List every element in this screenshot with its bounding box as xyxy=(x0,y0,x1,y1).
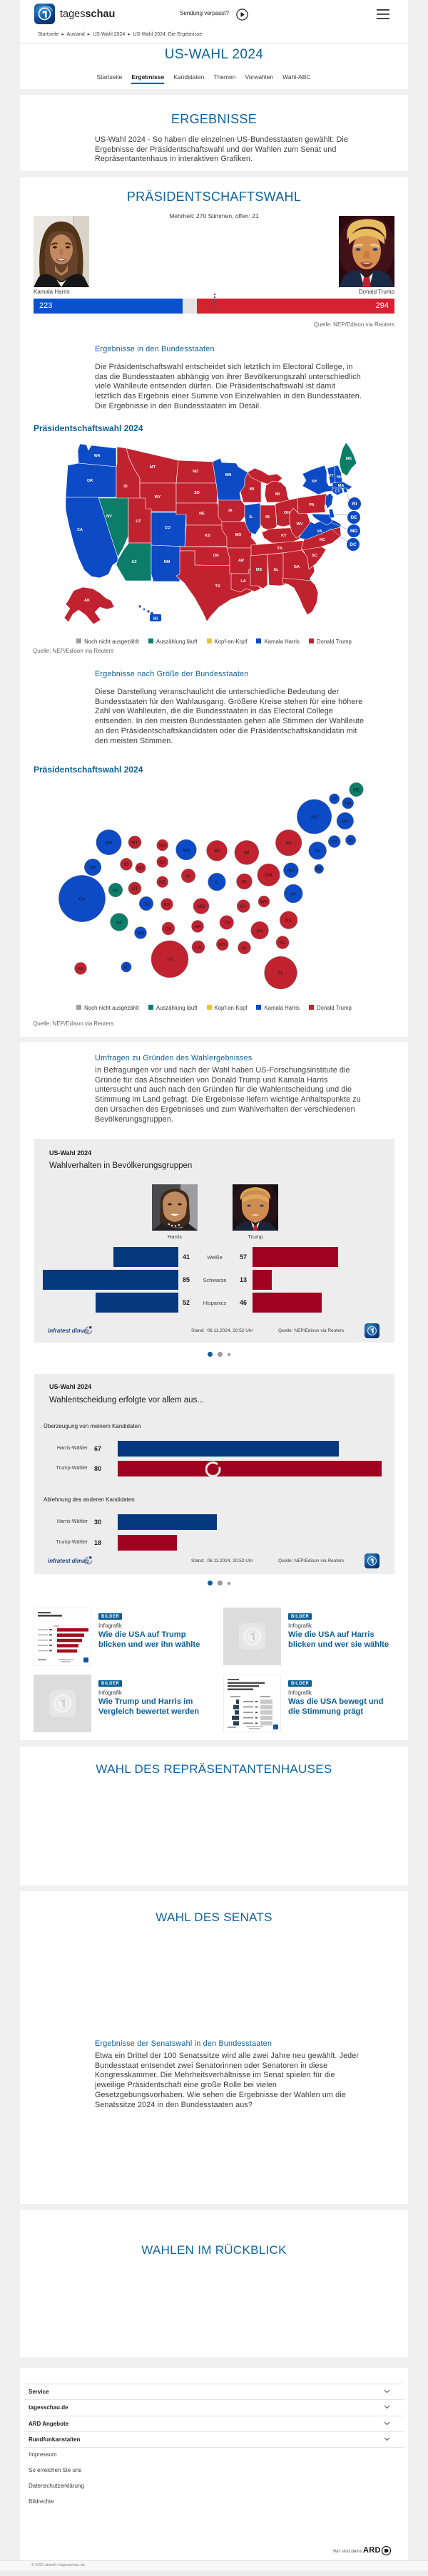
svg-text:TN: TN xyxy=(277,547,282,551)
svg-text:MI: MI xyxy=(244,851,249,856)
svg-text:MS: MS xyxy=(219,943,226,948)
svg-text:IN: IN xyxy=(265,515,270,519)
svg-text:MO: MO xyxy=(235,533,243,537)
svg-text:HI: HI xyxy=(153,617,158,621)
svg-text:NC: NC xyxy=(320,538,325,542)
svg-text:UT: UT xyxy=(132,886,138,891)
svg-text:NJ: NJ xyxy=(315,849,320,854)
svg-text:NC: NC xyxy=(285,919,292,924)
svg-text:DE: DE xyxy=(316,867,323,872)
svg-text:OK: OK xyxy=(165,926,172,931)
svg-text:ID: ID xyxy=(124,862,129,867)
svg-text:KS: KS xyxy=(164,902,170,907)
svg-text:MD: MD xyxy=(287,869,295,874)
svg-text:NY: NY xyxy=(311,814,318,819)
svg-text:IN: IN xyxy=(242,879,247,884)
svg-text:NE: NE xyxy=(199,512,205,516)
svg-text:TX: TX xyxy=(167,957,173,962)
svg-text:OR: OR xyxy=(89,865,96,870)
svg-text:MN: MN xyxy=(183,848,190,853)
svg-text:AZ: AZ xyxy=(116,920,122,925)
svg-text:WY: WY xyxy=(137,866,145,871)
svg-text:LA: LA xyxy=(195,945,202,950)
svg-text:WV: WV xyxy=(297,522,303,527)
svg-text:AK: AK xyxy=(84,599,90,603)
svg-text:SC: SC xyxy=(312,554,317,558)
svg-text:PA: PA xyxy=(309,503,314,507)
svg-text:NM: NM xyxy=(137,931,144,936)
svg-text:MN: MN xyxy=(225,473,232,477)
svg-text:NV: NV xyxy=(106,514,112,519)
svg-text:AR: AR xyxy=(194,924,200,929)
svg-text:VT: VT xyxy=(332,797,337,802)
svg-text:OK: OK xyxy=(213,554,219,558)
svg-text:GA: GA xyxy=(294,565,300,569)
svg-text:MT: MT xyxy=(131,840,138,845)
svg-text:MA: MA xyxy=(342,819,349,824)
svg-text:WI: WI xyxy=(214,849,220,854)
svg-text:NY: NY xyxy=(312,480,317,484)
svg-text:NV: NV xyxy=(112,888,119,893)
svg-text:NM: NM xyxy=(164,560,170,564)
svg-text:CA: CA xyxy=(78,896,86,901)
svg-text:RI: RI xyxy=(348,838,353,843)
svg-text:AK: AK xyxy=(78,966,84,971)
svg-text:AZ: AZ xyxy=(131,560,137,564)
svg-text:CT: CT xyxy=(335,490,340,494)
svg-text:MD: MD xyxy=(350,529,357,534)
svg-text:AL: AL xyxy=(273,568,279,572)
svg-text:GA: GA xyxy=(256,929,263,933)
svg-text:KY: KY xyxy=(281,534,287,538)
svg-text:WA: WA xyxy=(94,454,101,458)
svg-text:FL: FL xyxy=(278,971,284,976)
svg-text:DE: DE xyxy=(350,515,357,520)
svg-text:CO: CO xyxy=(143,901,150,906)
svg-text:PA: PA xyxy=(285,841,292,846)
svg-text:VA: VA xyxy=(290,891,297,896)
svg-text:ME: ME xyxy=(353,787,360,792)
svg-text:ID: ID xyxy=(123,485,128,489)
svg-text:KS: KS xyxy=(205,534,210,538)
svg-text:AL: AL xyxy=(242,946,248,951)
svg-text:KY: KY xyxy=(240,904,247,909)
svg-text:OR: OR xyxy=(87,479,93,483)
svg-text:TN: TN xyxy=(223,921,230,926)
svg-text:ND: ND xyxy=(159,843,166,848)
svg-text:SD: SD xyxy=(159,860,165,865)
svg-text:VT: VT xyxy=(328,474,334,478)
svg-text:MI: MI xyxy=(275,492,280,497)
svg-text:HI: HI xyxy=(124,965,129,970)
svg-text:WI: WI xyxy=(250,487,255,492)
svg-text:RI: RI xyxy=(352,502,357,507)
svg-text:OH: OH xyxy=(265,873,272,878)
svg-text:MA: MA xyxy=(338,484,345,488)
svg-text:ND: ND xyxy=(193,470,198,474)
svg-text:WV: WV xyxy=(260,899,268,904)
svg-text:AR: AR xyxy=(238,559,244,563)
svg-text:MS: MS xyxy=(256,568,263,572)
svg-text:OH: OH xyxy=(284,511,290,515)
svg-text:SC: SC xyxy=(280,941,286,946)
svg-text:IL: IL xyxy=(215,880,219,885)
svg-text:MT: MT xyxy=(150,465,156,470)
svg-text:CO: CO xyxy=(165,526,171,530)
svg-text:NE: NE xyxy=(159,880,166,885)
svg-text:IL: IL xyxy=(250,515,254,519)
svg-text:WY: WY xyxy=(155,495,161,500)
svg-text:TX: TX xyxy=(215,584,220,589)
svg-text:IA: IA xyxy=(228,509,233,513)
svg-text:UT: UT xyxy=(136,519,141,524)
svg-text:ME: ME xyxy=(346,457,352,461)
svg-text:DC: DC xyxy=(350,542,357,547)
svg-text:LA: LA xyxy=(240,579,245,584)
svg-text:CT: CT xyxy=(331,839,337,844)
svg-text:WA: WA xyxy=(105,840,113,845)
svg-text:CA: CA xyxy=(77,528,83,532)
svg-text:VA: VA xyxy=(317,529,322,534)
svg-text:NH: NH xyxy=(337,475,342,480)
svg-text:NH: NH xyxy=(345,801,352,806)
svg-text:MO: MO xyxy=(198,904,205,909)
svg-text:IA: IA xyxy=(186,874,191,879)
svg-text:SD: SD xyxy=(194,491,200,495)
